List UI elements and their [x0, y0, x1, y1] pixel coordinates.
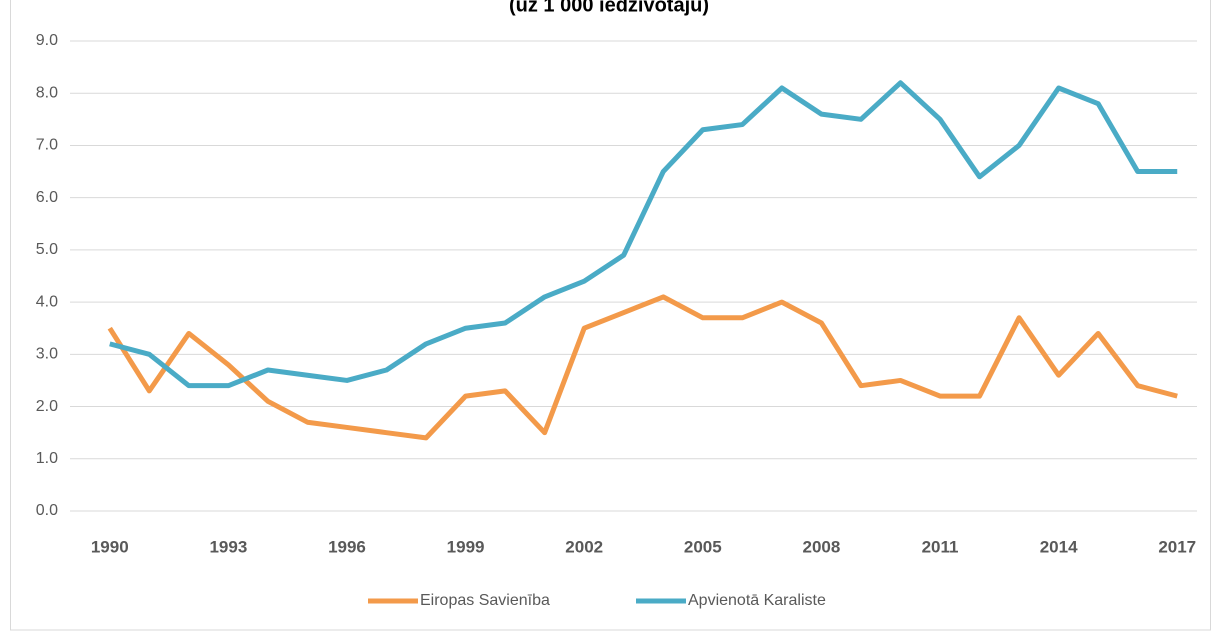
x-tick-label: 2017: [1158, 537, 1196, 556]
x-tick-label: 1996: [328, 537, 366, 556]
y-tick-label: 4.0: [36, 293, 58, 310]
x-tick-label: 2008: [802, 537, 840, 556]
legend-label: Eiropas Savienība: [420, 592, 550, 609]
y-tick-label: 3.0: [36, 346, 58, 363]
series-line: [109, 80, 1178, 389]
y-tick-label: 0.0: [36, 502, 58, 519]
series-line: [107, 294, 1178, 441]
x-tick-label: 2014: [1040, 537, 1078, 556]
chart-title: (uz 1 000 iedzīvotāju): [509, 0, 709, 16]
x-tick-label: 1993: [209, 537, 247, 556]
x-tick-label: 1990: [91, 537, 129, 556]
y-tick-label: 6.0: [36, 189, 58, 206]
y-tick-label: 9.0: [36, 32, 58, 49]
x-tick-label: 2011: [922, 537, 959, 556]
y-tick-label: 2.0: [36, 398, 58, 415]
chart-border: [10, 0, 1211, 631]
y-tick-label: 5.0: [36, 241, 58, 258]
x-tick-label: 1999: [447, 537, 485, 556]
y-tick-label: 1.0: [36, 450, 58, 467]
x-tick-label: 2005: [684, 537, 722, 556]
x-tick-label: 2002: [565, 537, 603, 556]
legend-label: Apvienotā Karaliste: [688, 592, 826, 609]
y-tick-label: 8.0: [36, 84, 58, 101]
y-tick-label: 7.0: [36, 137, 58, 154]
